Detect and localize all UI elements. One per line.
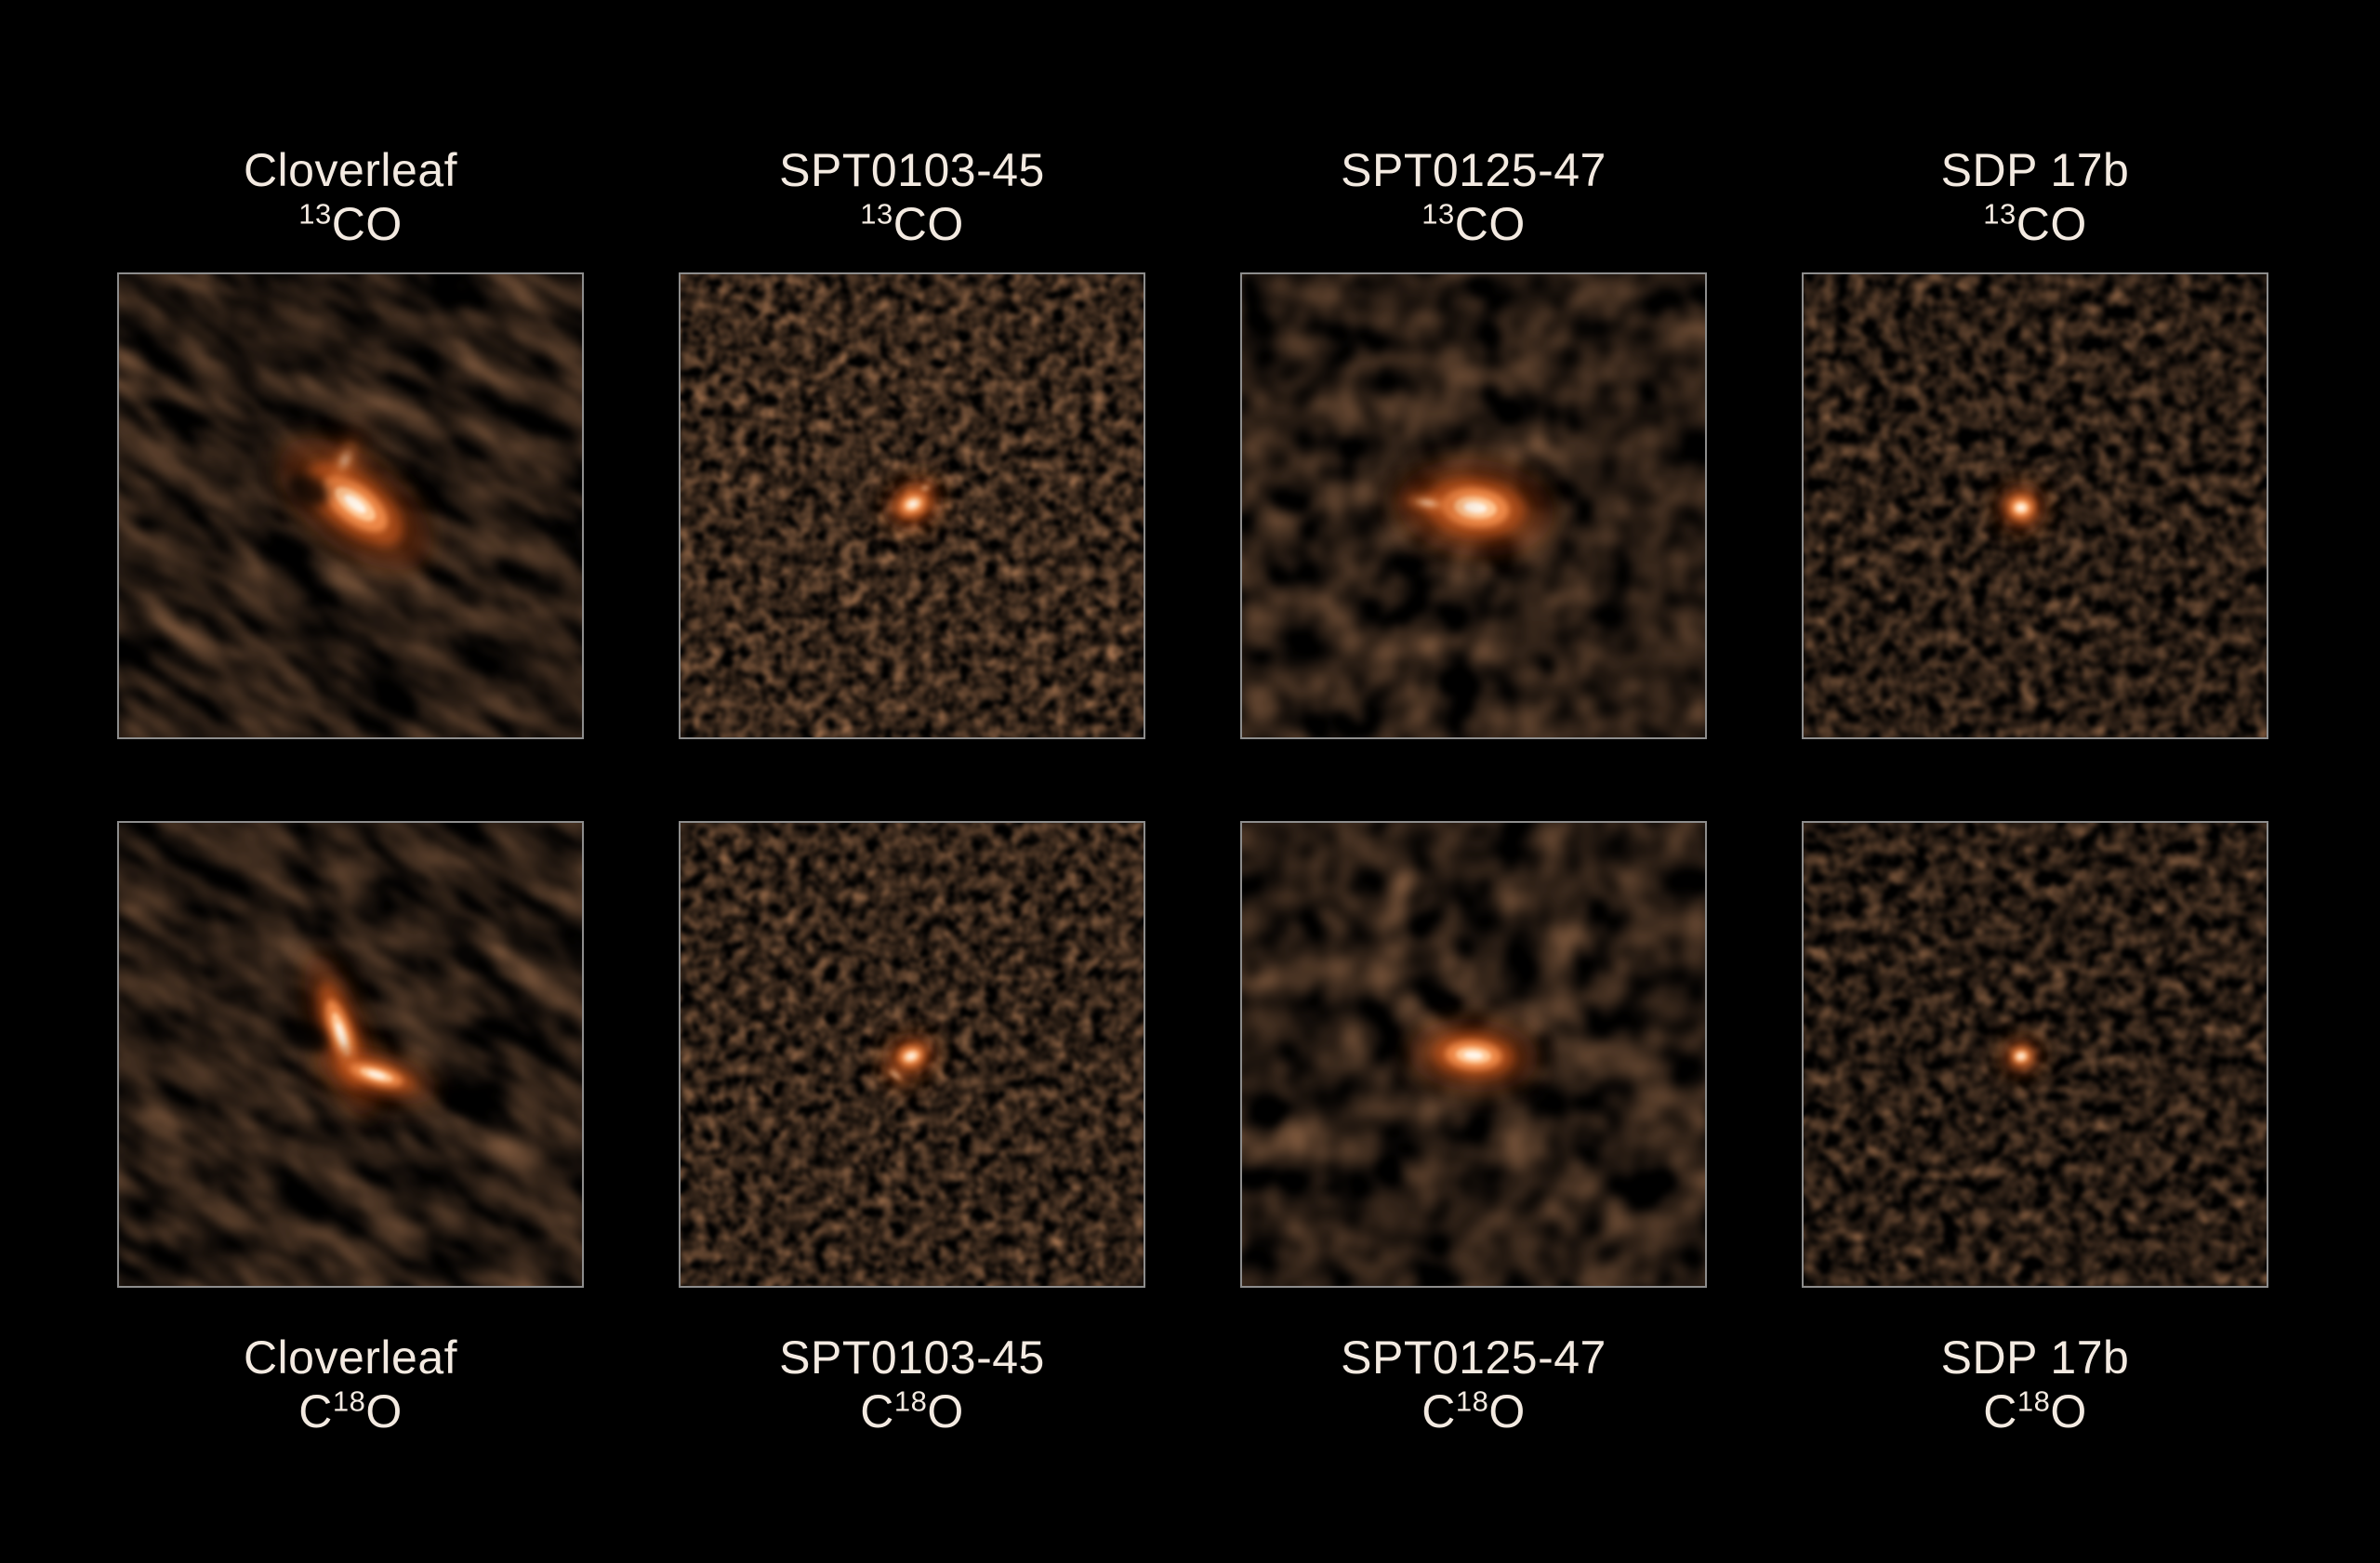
panel-title-cloverleaf-c18o: Cloverleaf C18O (117, 1288, 584, 1563)
image-panel-cloverleaf-13co (117, 272, 584, 739)
image-panel-cloverleaf-c18o (117, 821, 584, 1288)
source-blob (1994, 481, 2048, 535)
target-name: SDP 17b (1940, 1331, 2130, 1384)
source-blob (1383, 480, 1473, 526)
line-name: C18O (1983, 1384, 2087, 1437)
line-name: 13CO (1983, 197, 2087, 250)
telescope-image (681, 823, 1144, 1286)
target-name: SPT0103-45 (779, 1331, 1045, 1384)
target-name: Cloverleaf (243, 144, 458, 196)
image-panel-sdp17b-c18o (1802, 821, 2268, 1288)
isotope-superscript: 18 (2016, 1384, 2051, 1418)
telescope-image (119, 274, 582, 737)
isotope-superscript: 18 (893, 1384, 928, 1418)
source-blob-layer (1421, 500, 1435, 506)
telescope-image (1242, 823, 1705, 1286)
source-blob-layer (1463, 1051, 1484, 1060)
source-blob (873, 1054, 918, 1095)
source-blob (314, 415, 376, 506)
dark-lobe (286, 473, 329, 507)
isotope-superscript: 13 (860, 197, 893, 231)
source-blob-layer (906, 1053, 916, 1060)
panel-title-sdp17b-13co: SDP 17b 13CO (1802, 143, 2268, 272)
line-name: 13CO (860, 197, 964, 250)
image-panel-spt0125-13co (1240, 272, 1707, 739)
source-blob (1408, 1018, 1539, 1093)
source-blob-layer (2016, 504, 2026, 511)
image-panel-spt0103-13co (679, 272, 1145, 739)
image-panel-sdp17b-13co (1802, 272, 2268, 739)
panel-title-spt0103-13co: SPT0103-45 13CO (679, 143, 1145, 272)
source-blob (316, 1045, 437, 1105)
source-blob-layer (2017, 1053, 2025, 1059)
source-blob-layer (892, 1071, 899, 1079)
isotope-superscript: 18 (1455, 1384, 1489, 1418)
isotope-superscript: 18 (332, 1384, 366, 1418)
dark-lobe (285, 1022, 328, 1053)
source-blob (1999, 1034, 2043, 1079)
panel-title-spt0125-c18o: SPT0125-47 C18O (1240, 1288, 1707, 1563)
isotope-superscript: 13 (298, 197, 332, 231)
panel-title-sdp17b-c18o: SDP 17b C18O (1802, 1288, 2268, 1563)
line-name: 13CO (1421, 197, 1526, 250)
target-name: SDP 17b (1940, 144, 2130, 196)
telescope-image (119, 823, 582, 1286)
source-blob-layer (367, 1070, 386, 1080)
line-name: C18O (860, 1384, 964, 1437)
line-name: C18O (1421, 1384, 1526, 1437)
image-panel-spt0103-c18o (679, 821, 1145, 1288)
isotope-superscript: 13 (1421, 197, 1455, 231)
panel-title-cloverleaf-13co: Cloverleaf 13CO (117, 143, 584, 272)
telescope-image (681, 274, 1144, 737)
source-blob (909, 476, 941, 500)
telescope-image (1804, 823, 2267, 1286)
target-name: Cloverleaf (243, 1331, 458, 1384)
target-name: SPT0125-47 (1341, 1331, 1606, 1384)
line-name: 13CO (298, 197, 403, 250)
telescope-image (1804, 274, 2267, 737)
isotope-superscript: 13 (1983, 197, 2016, 231)
panel-title-spt0103-c18o: SPT0103-45 C18O (679, 1288, 1145, 1563)
source-blob-layer (344, 495, 366, 513)
telescope-image (1242, 274, 1705, 737)
target-name: SPT0125-47 (1341, 144, 1606, 196)
source-blob-layer (336, 1022, 347, 1048)
source-blob-layer (340, 455, 350, 466)
line-name: C18O (298, 1384, 403, 1437)
panel-title-spt0125-13co: SPT0125-47 13CO (1240, 143, 1707, 272)
target-name: SPT0103-45 (779, 144, 1045, 196)
source-blob-layer (922, 486, 928, 490)
source-blob-layer (908, 500, 918, 508)
image-panel-spt0125-c18o (1240, 821, 1707, 1288)
